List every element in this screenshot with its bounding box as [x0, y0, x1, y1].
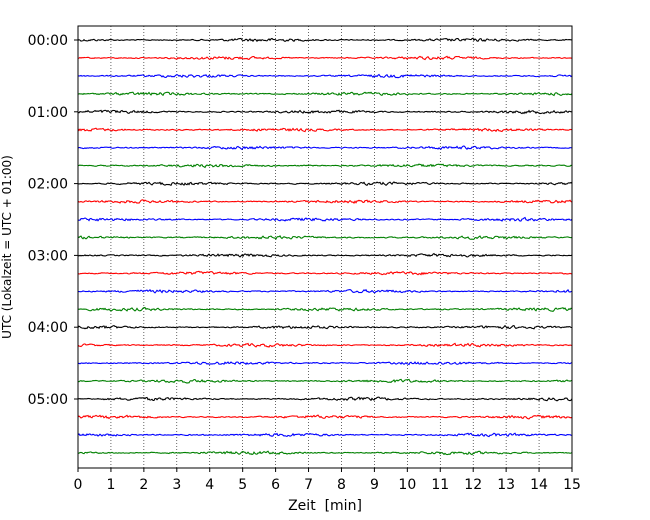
seismic-trace — [77, 145, 573, 151]
seismic-trace — [77, 414, 573, 420]
x-tick-label: 15 — [563, 477, 581, 493]
y-axis-label: UTC (Lokalzeit = UTC + 01:00) — [0, 155, 14, 339]
x-tick-label: 2 — [139, 477, 148, 493]
seismic-trace — [78, 73, 573, 79]
x-tick-label: 14 — [530, 477, 548, 493]
x-tick-label: 3 — [172, 477, 181, 493]
x-tick-label: 0 — [74, 477, 83, 493]
y-tick-label: 03:00 — [28, 248, 68, 264]
seismic-trace — [77, 432, 573, 438]
x-tick-label: 9 — [370, 477, 379, 493]
seismic-trace — [77, 55, 573, 61]
seismic-trace — [77, 91, 573, 97]
x-tick-label: 1 — [106, 477, 115, 493]
x-tick-label: 11 — [431, 477, 449, 493]
seismic-trace — [77, 127, 573, 133]
plot-frame — [77, 25, 573, 469]
seismic-trace — [77, 378, 573, 384]
x-tick-label: 12 — [464, 477, 482, 493]
seismic-trace — [77, 181, 573, 187]
seismic-trace — [77, 37, 573, 43]
y-axis-ticks: 00:00 01:00 02:00 03:00 04:00 05:00 — [28, 33, 78, 408]
seismic-trace — [77, 324, 573, 330]
seismic-traces — [77, 37, 573, 456]
x-axis-label: Zeit [min] — [288, 498, 362, 514]
y-tick-label: 05:00 — [28, 392, 68, 408]
y-tick-label: 01:00 — [28, 105, 68, 121]
seismic-trace — [77, 288, 573, 294]
seismic-trace — [77, 216, 573, 222]
seismic-trace — [77, 450, 573, 456]
x-tick-label: 10 — [398, 477, 416, 493]
seismic-trace — [77, 163, 573, 169]
seismic-trace — [77, 342, 573, 348]
x-tick-label: 6 — [271, 477, 280, 493]
seismic-trace — [77, 235, 573, 240]
seismic-trace — [77, 252, 573, 258]
seismic-trace — [77, 396, 573, 402]
y-tick-label: 02:00 — [28, 177, 68, 193]
y-tick-label: 00:00 — [28, 33, 68, 49]
seismic-trace — [77, 361, 573, 366]
seismic-trace — [77, 109, 573, 115]
plot-background — [78, 26, 572, 468]
x-tick-label: 8 — [337, 477, 346, 493]
seismic-trace — [77, 199, 573, 204]
seismic-trace — [77, 270, 573, 276]
x-axis-ticks: 0 1 2 3 4 5 6 7 8 9 10 11 12 13 14 15 — [74, 468, 581, 493]
x-tick-label: 13 — [497, 477, 515, 493]
x-tick-label: 4 — [205, 477, 214, 493]
y-tick-label: 04:00 — [28, 320, 68, 336]
x-tick-label: 7 — [304, 477, 313, 493]
seismic-trace — [77, 306, 573, 312]
x-tick-label: 5 — [238, 477, 247, 493]
